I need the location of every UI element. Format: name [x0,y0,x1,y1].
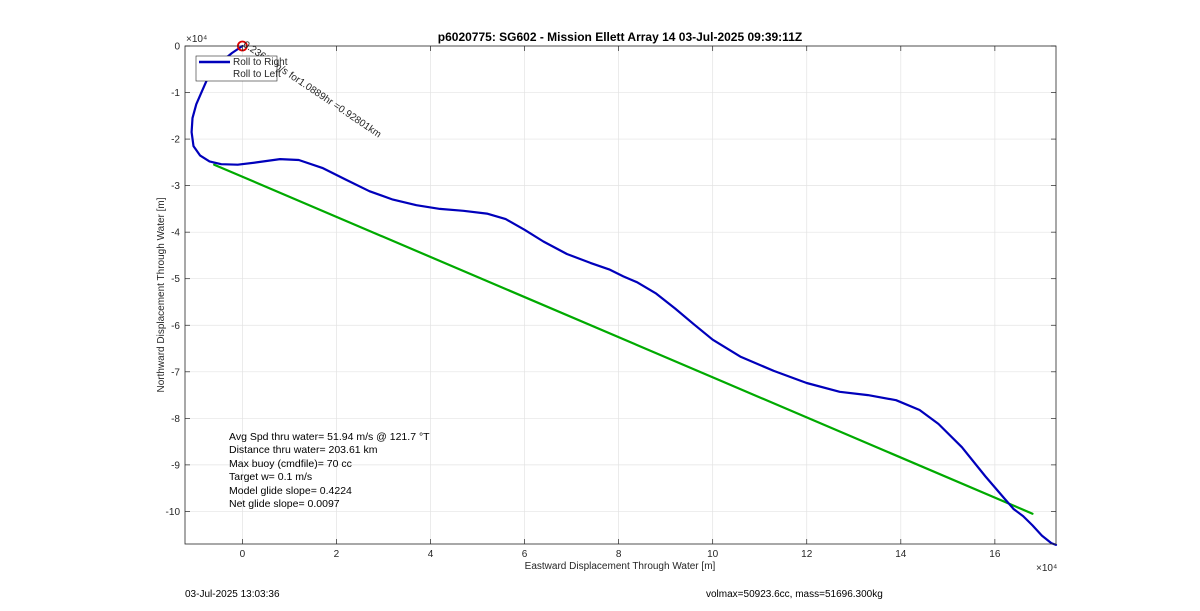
x-tick-label: 2 [334,549,340,560]
y-tick-label: -8 [171,414,180,425]
x-tick-label: 4 [428,549,434,560]
y-tick-label: -4 [171,228,180,239]
y-tick-label: 0 [174,42,180,53]
y-tick-label: -7 [171,367,180,378]
y-tick-label: -9 [171,460,180,471]
x-axis-label: Eastward Displacement Through Water [m] [525,561,716,572]
legend: Roll to Right Roll to Left [195,55,288,82]
series-line-roll-left [213,163,1034,515]
plot-box [184,45,1057,545]
x-tick-label: 16 [989,549,1001,560]
x-tick-label: 0 [240,549,246,560]
y-exponent-label: ×10⁴ [186,34,207,45]
chart-title: p6020775: SG602 - Mission Ellett Array 1… [438,30,802,44]
legend-label-roll-right: Roll to Right [233,57,288,68]
y-tick-label: -1 [171,88,180,99]
legend-label-roll-left: Roll to Left [233,69,281,80]
y-axis-label: Northward Displacement Through Water [m] [156,197,167,392]
stat-max-buoy: Max buoy (cmdfile)= 70 cc [229,458,352,470]
stat-model-glide-slope: Model glide slope= 0.4224 [229,485,352,497]
x-tick-label: 6 [522,549,528,560]
legend-box [195,55,278,82]
ticks: 0 2 4 6 8 10 12 14 16 0 -1 -2 -3 -4 -5 -6 -7 -8 -9 -10 [166,42,1056,560]
x-tick-label: 8 [616,549,622,560]
footer-timestamp: 03-Jul-2025 13:03:36 [185,589,280,600]
stat-target-w: Target w= 0.1 m/s [229,471,312,483]
x-tick-label: 12 [801,549,813,560]
y-tick-label: -6 [171,321,180,332]
stat-avg-speed: Avg Spd thru water= 51.94 m/s @ 121.7 °T [229,431,430,443]
x-exponent-label: ×10⁴ [1036,563,1057,574]
stat-net-glide-slope: Net glide slope= 0.0097 [229,498,340,510]
x-tick-label: 14 [895,549,907,560]
stats-box: Avg Spd thru water= 51.94 m/s @ 121.7 °T… [229,431,430,510]
y-tick-label: -10 [166,507,181,518]
y-tick-label: -3 [171,181,180,192]
y-tick-label: -2 [171,135,180,146]
series-line-roll-right [190,44,1058,547]
footer-info: volmax=50923.6cc, mass=51696.300kg [706,589,883,600]
stat-distance: Distance thru water= 203.61 km [229,444,378,456]
x-tick-label: 10 [707,549,719,560]
y-tick-label: -5 [171,274,180,285]
